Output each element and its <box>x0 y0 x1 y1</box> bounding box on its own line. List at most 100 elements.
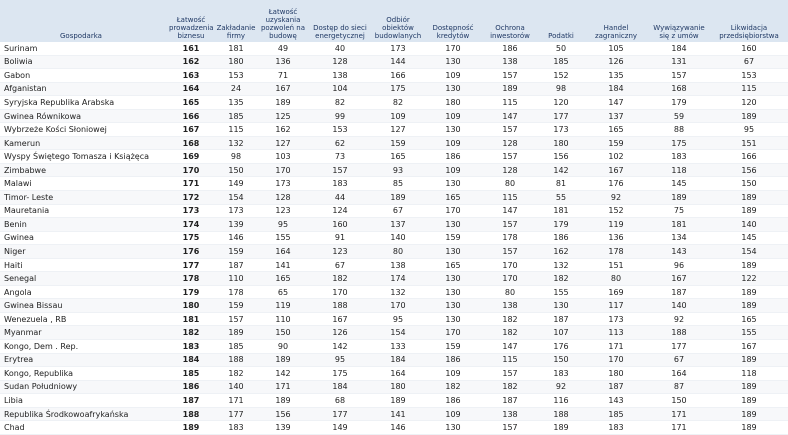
rank-cell: 157 <box>482 149 538 164</box>
country-cell: Wenezuela , RB <box>0 312 168 327</box>
rank-cell: 134 <box>648 231 710 246</box>
rank-cell: 177 <box>648 339 710 354</box>
rank-cell: 119 <box>258 298 308 313</box>
rank-cell: 171 <box>648 407 710 422</box>
rank-cell: 140 <box>372 231 424 246</box>
rank-cell: 157 <box>482 366 538 381</box>
rank-cell: 138 <box>482 298 538 313</box>
rank-cell: 188 <box>308 298 372 313</box>
rank-cell: 164 <box>648 366 710 381</box>
rank-cell: 186 <box>538 231 584 246</box>
rank-cell: 145 <box>648 176 710 191</box>
rank-cell: 139 <box>258 420 308 435</box>
rank-cell: 137 <box>372 217 424 232</box>
rank-cell: 186 <box>424 353 482 368</box>
rank-cell: 164 <box>372 366 424 381</box>
rank-cell: 188 <box>648 325 710 341</box>
rank-cell: 128 <box>482 136 538 151</box>
rank-cell: 171 <box>258 380 308 395</box>
rank-cell: 157 <box>648 68 710 83</box>
rank-cell: 157 <box>482 420 538 435</box>
rank-cell: 107 <box>538 325 584 341</box>
rank-cell: 50 <box>538 42 584 56</box>
rank-cell: 55 <box>538 190 584 205</box>
rank-cell: 189 <box>710 353 788 368</box>
table-row: Wyspy Świętego Tomasza i Książęca 169 98 10… <box>0 149 788 164</box>
rank-cell: 138 <box>308 68 372 83</box>
rank-cell: 177 <box>308 407 372 422</box>
rank-cell: 169 <box>168 149 214 164</box>
rank-cell: 82 <box>308 95 372 110</box>
rank-cell: 189 <box>258 95 308 110</box>
rank-cell: 170 <box>424 204 482 219</box>
table-row: Angola 179 178 65 170 132 130 80 155 169 187 189 <box>0 285 788 300</box>
rank-cell: 155 <box>538 285 584 300</box>
rank-cell: 176 <box>538 339 584 354</box>
rank-cell: 167 <box>308 312 372 327</box>
rank-cell: 115 <box>482 190 538 205</box>
rank-cell: 179 <box>538 217 584 232</box>
rank-cell: 133 <box>372 339 424 354</box>
rank-cell: 171 <box>648 420 710 435</box>
rank-cell: 187 <box>538 312 584 327</box>
rank-cell: 117 <box>584 298 648 313</box>
country-cell: Wybrzeże Kości Słoniowej <box>0 122 168 137</box>
rank-cell: 152 <box>584 204 648 219</box>
rank-cell: 164 <box>168 82 214 97</box>
rank-cell: 44 <box>308 190 372 205</box>
table-row: Mauretania 173 173 123 124 67 170 147 181 152 75 18… <box>0 204 788 219</box>
rank-cell: 130 <box>424 312 482 327</box>
rank-cell: 166 <box>710 149 788 164</box>
table-body: Surinam 161 181 49 40 173 170 186 50 105 184 160 Bol… <box>0 42 788 435</box>
rank-cell: 181 <box>214 42 258 56</box>
rank-cell: 67 <box>372 204 424 219</box>
rank-cell: 183 <box>214 420 258 435</box>
rank-cell: 143 <box>584 393 648 408</box>
rank-cell: 180 <box>538 136 584 151</box>
rank-cell: 182 <box>538 271 584 286</box>
rank-cell: 186 <box>168 380 214 395</box>
rank-cell: 165 <box>372 149 424 164</box>
rank-cell: 92 <box>648 312 710 327</box>
rank-cell: 159 <box>214 298 258 313</box>
rank-cell: 153 <box>214 68 258 83</box>
rank-cell: 182 <box>482 325 538 341</box>
rank-cell: 182 <box>168 325 214 341</box>
rank-cell: 80 <box>482 176 538 191</box>
rank-cell: 92 <box>538 380 584 395</box>
rank-cell: 116 <box>538 393 584 408</box>
rank-cell: 49 <box>258 42 308 56</box>
rank-cell: 142 <box>538 163 584 178</box>
rank-cell: 109 <box>424 366 482 381</box>
rank-cell: 184 <box>168 353 214 368</box>
country-cell: Gwinea Bissau <box>0 298 168 313</box>
rank-cell: 189 <box>710 407 788 422</box>
rank-cell: 187 <box>648 285 710 300</box>
rank-cell: 81 <box>538 176 584 191</box>
rank-cell: 189 <box>372 190 424 205</box>
rank-cell: 184 <box>308 380 372 395</box>
rank-cell: 180 <box>372 380 424 395</box>
rank-cell: 128 <box>308 55 372 70</box>
rank-cell: 147 <box>482 109 538 124</box>
rank-cell: 153 <box>710 68 788 83</box>
rank-cell: 123 <box>308 244 372 259</box>
rank-cell: 184 <box>372 353 424 368</box>
rank-cell: 127 <box>258 136 308 151</box>
rank-cell: 123 <box>258 204 308 219</box>
rank-cell: 189 <box>710 380 788 395</box>
country-cell: Sudan Południowy <box>0 380 168 395</box>
rank-cell: 141 <box>372 407 424 422</box>
rank-cell: 160 <box>308 217 372 232</box>
table-row: Senegal 178 110 165 182 174 130 170 182 80 167 122 <box>0 271 788 286</box>
rank-cell: 95 <box>258 217 308 232</box>
rank-cell: 189 <box>538 420 584 435</box>
rank-cell: 168 <box>648 82 710 97</box>
rank-cell: 99 <box>308 109 372 124</box>
rank-cell: 174 <box>372 271 424 286</box>
rank-cell: 155 <box>258 231 308 246</box>
rank-cell: 187 <box>584 380 648 395</box>
rank-cell: 170 <box>482 271 538 286</box>
rank-cell: 120 <box>538 95 584 110</box>
